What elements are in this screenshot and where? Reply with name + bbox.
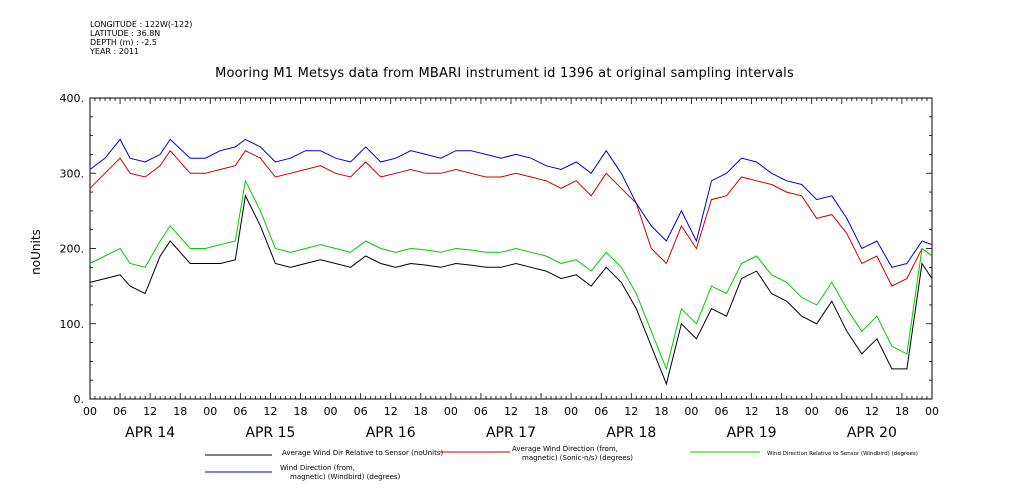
- x-tick-label: 00: [324, 405, 338, 418]
- series-line-1: [89, 194, 933, 386]
- axes: 00 06 12 18 00 06 12 18 00 06 12 18 00 06 12 18 00 06 12 18…: [60, 92, 940, 441]
- series-line-2: [89, 149, 933, 287]
- series-line-3: [89, 179, 933, 371]
- x-tick-label: 06: [715, 405, 729, 418]
- x-tick-label: 18: [173, 405, 187, 418]
- x-tick-label: 06: [113, 405, 127, 418]
- plot-frame: [89, 97, 933, 400]
- x-tick-label: 18: [414, 405, 428, 418]
- x-tick-label: 12: [624, 405, 638, 418]
- chart-title: Mooring M1 Metsys data from MBARI instru…: [215, 66, 794, 81]
- x-tick-label: 06: [594, 405, 608, 418]
- year-text: YEAR : 2011: [90, 47, 140, 56]
- x-tick-label: 06: [354, 405, 368, 418]
- x-tick-label: 18: [534, 405, 548, 418]
- y-axis-label: noUnits: [29, 229, 43, 275]
- x-tick-label: 00: [83, 405, 97, 418]
- longitude-text: LONGITUDE : 122W(-122): [90, 20, 193, 29]
- x-tick-label: 00: [684, 405, 698, 418]
- x-tick-label: 00: [444, 405, 458, 418]
- day-label: APR 14: [125, 425, 175, 441]
- legend-label-4: Wind Direction (from, magnetic) (Windbird…: [280, 464, 401, 481]
- x-tick-label: 12: [384, 405, 398, 418]
- day-label: APR 19: [727, 425, 777, 441]
- x-tick-label: 12: [865, 405, 879, 418]
- y-tick-label: 400.: [60, 92, 85, 105]
- x-tick-label: 12: [263, 405, 277, 418]
- legend-label-3: Wind Direction Relative to Sensor (Windb…: [767, 451, 918, 457]
- x-tick-label: 18: [775, 405, 789, 418]
- x-tick-label: 00: [805, 405, 819, 418]
- legend-label-2: Average Wind Direction (from, magnetic) (…: [512, 445, 633, 462]
- depth-text: DEPTH (m) : -2.5: [90, 38, 157, 47]
- x-tick-label: 12: [745, 405, 759, 418]
- y-tick-label: 100.: [60, 318, 85, 331]
- series-line-4: [89, 138, 933, 268]
- y-tick-label: 200.: [60, 243, 85, 256]
- x-tick-label: 06: [474, 405, 488, 418]
- x-tick-label: 00: [203, 405, 217, 418]
- day-label: APR 18: [606, 425, 656, 441]
- day-label: APR 16: [366, 425, 416, 441]
- latitude-text: LATITUDE : 36.8N: [90, 29, 161, 38]
- x-tick-label: 06: [835, 405, 849, 418]
- x-tick-label: 00: [564, 405, 578, 418]
- legend: Average Wind Dir Relative to Sensor (noU…: [205, 445, 918, 481]
- day-label: APR 20: [847, 425, 897, 441]
- y-tick-label: 0.: [74, 393, 85, 406]
- x-tick-label: 06: [233, 405, 247, 418]
- y-tick-label: 300.: [60, 167, 85, 180]
- x-tick-label: 12: [504, 405, 518, 418]
- x-tick-label: 18: [654, 405, 668, 418]
- day-label: APR 17: [486, 425, 536, 441]
- metadata-block: LONGITUDE : 122W(-122) LATITUDE : 36.8N …: [90, 20, 192, 56]
- x-tick-label: 18: [294, 405, 308, 418]
- x-tick-label: 18: [895, 405, 909, 418]
- x-tick-label: 00: [925, 405, 939, 418]
- legend-label-1: Average Wind Dir Relative to Sensor (noU…: [282, 449, 443, 457]
- series-group: [89, 138, 933, 386]
- day-label: APR 15: [245, 425, 295, 441]
- x-tick-label: 12: [143, 405, 157, 418]
